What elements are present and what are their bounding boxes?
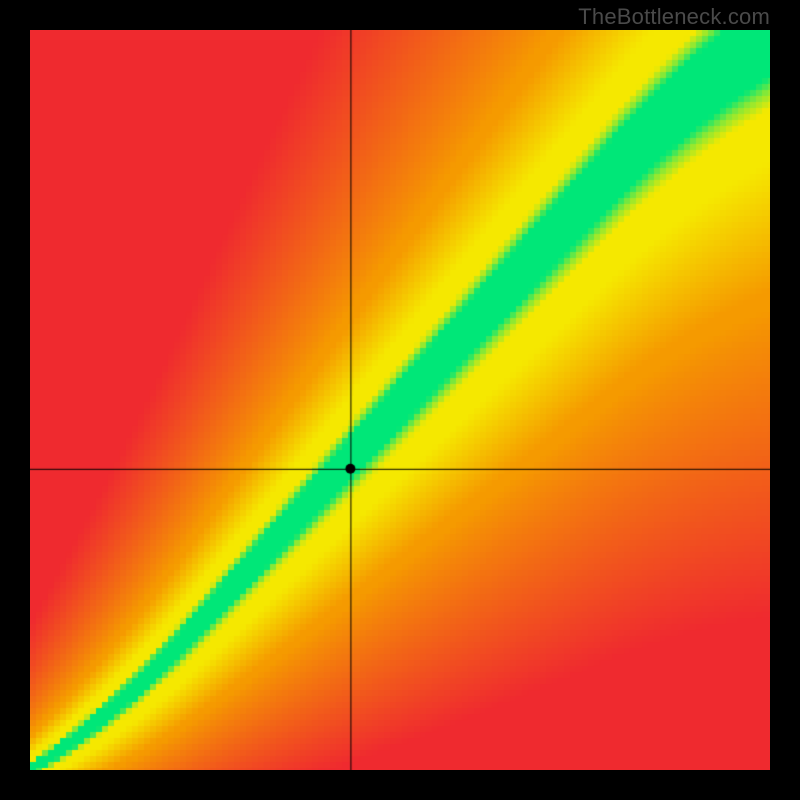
heatmap-chart [30,30,770,770]
chart-container: TheBottleneck.com [0,0,800,800]
watermark-text: TheBottleneck.com [578,4,770,30]
heatmap-canvas [30,30,770,770]
